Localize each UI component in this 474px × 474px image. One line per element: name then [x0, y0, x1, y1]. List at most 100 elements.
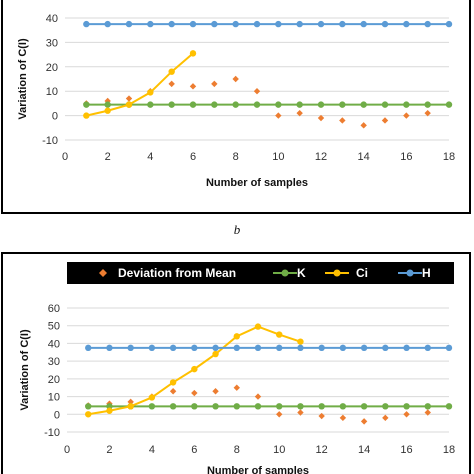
series-deviation-from-mean-point [318, 412, 325, 420]
series-deviation-from-mean-point [296, 109, 303, 117]
series-k-point [254, 403, 262, 410]
x-tick-label: 12 [316, 444, 328, 456]
series-h-point [168, 20, 175, 28]
series-h-point [403, 20, 410, 28]
series-deviation-from-mean-point [403, 411, 410, 418]
series-h-point [382, 344, 389, 352]
series-h-point [445, 344, 453, 352]
series-ci-point [104, 107, 111, 114]
series-k-point [360, 403, 368, 410]
legend-h-label: H [422, 266, 431, 280]
series-k-point [360, 101, 367, 108]
series-ci-point [127, 403, 134, 410]
series-deviation-from-mean-point [339, 117, 346, 124]
series-h-point [169, 344, 177, 352]
series-deviation-from-mean-point [382, 414, 389, 422]
legend-deviation-from-mean-marker [99, 269, 107, 277]
series-h-point [424, 20, 431, 28]
series-deviation-from-mean-point [297, 409, 304, 416]
series-deviation-from-mean-point [104, 97, 111, 105]
series-deviation-from-mean-point [360, 122, 367, 129]
series-deviation-from-mean-point [233, 384, 240, 391]
top-panel-frame [1, 0, 471, 214]
legend-ci-marker [333, 269, 341, 277]
x-tick-label: 10 [273, 444, 285, 456]
x-tick-label: 8 [234, 444, 240, 456]
series-ci-point [106, 407, 113, 414]
y-tick-label: 30 [46, 37, 58, 49]
y-tick-label: -10 [44, 427, 60, 439]
y-tick-label: 30 [48, 356, 60, 368]
series-deviation-from-mean-point [191, 389, 198, 397]
y-tick-label: 10 [48, 392, 60, 404]
series-h-point [125, 20, 133, 28]
series-ci-point [191, 365, 198, 373]
series-h-point [318, 344, 325, 352]
series-k-point [211, 101, 218, 108]
x-tick-label: 4 [149, 444, 155, 456]
series-h-point [445, 20, 453, 28]
series-h-point [233, 344, 240, 352]
series-h-point [296, 20, 303, 28]
series-k-point [169, 403, 177, 410]
series-h-point [106, 344, 113, 352]
series-k-point [253, 101, 261, 108]
series-deviation-from-mean-point [339, 414, 347, 422]
series-k-point [83, 101, 90, 108]
series-h-point [127, 344, 134, 352]
series-k-point [85, 403, 92, 410]
top-chart: -10 0 10 20 30 40 0 2 4 6 8 10 12 14 16 18 Number of sam… [17, 13, 455, 189]
y-tick-label: 0 [52, 111, 58, 123]
series-h-point [83, 20, 90, 28]
y-tick-label: 0 [54, 409, 60, 421]
series-k-point [424, 101, 431, 108]
legend-h-marker [406, 269, 414, 277]
series-h-point [253, 20, 261, 28]
x-tick-label: 10 [272, 151, 284, 163]
series-k-point [275, 101, 282, 108]
series-h-point [189, 20, 197, 28]
y-tick-label: 40 [48, 338, 60, 350]
series-h-point [104, 20, 111, 28]
legend: Deviation from Mean K Ci H [67, 262, 454, 284]
x-tick-label: 16 [400, 444, 412, 456]
series-h-point [297, 344, 304, 352]
legend-ci-label: Ci [356, 266, 368, 280]
series-ci-point [233, 333, 240, 340]
series-k-point [148, 403, 156, 410]
series-ci-point [189, 50, 197, 57]
series-k-point [424, 403, 431, 410]
series-ci-point [85, 411, 92, 418]
series-k-point [339, 101, 346, 108]
series-k-point [168, 101, 175, 108]
x-axis-title: Number of samples [207, 465, 309, 474]
series-k-point [232, 101, 239, 108]
series-h-point [275, 20, 282, 28]
series-k-point [445, 403, 453, 410]
series-deviation-from-mean-point [403, 112, 410, 119]
x-tick-label: 6 [191, 444, 197, 456]
x-tick-label: 2 [105, 151, 111, 163]
legend-k-marker [281, 269, 289, 277]
series-h-point [191, 344, 198, 352]
series-k-point [233, 403, 240, 410]
x-tick-label: 0 [62, 151, 68, 163]
x-tick-label: 8 [233, 151, 239, 163]
series-k-point [382, 403, 389, 410]
series-k-point [189, 101, 197, 108]
series-deviation-from-mean-point [275, 112, 282, 119]
series-deviation-from-mean-point [127, 398, 134, 406]
series-deviation-from-mean-point [381, 117, 389, 124]
series-h-point [254, 344, 262, 352]
x-tick-label: 18 [443, 151, 455, 163]
series-h-point [148, 344, 156, 352]
series-h-point [339, 344, 347, 352]
series-h-point [317, 20, 325, 28]
series-h-point [360, 20, 367, 28]
x-axis-title: Number of samples [206, 177, 308, 189]
series-h-point [85, 344, 92, 352]
series-k-point [297, 403, 304, 410]
series-h-point [403, 344, 410, 352]
series-ci-point [147, 89, 154, 96]
